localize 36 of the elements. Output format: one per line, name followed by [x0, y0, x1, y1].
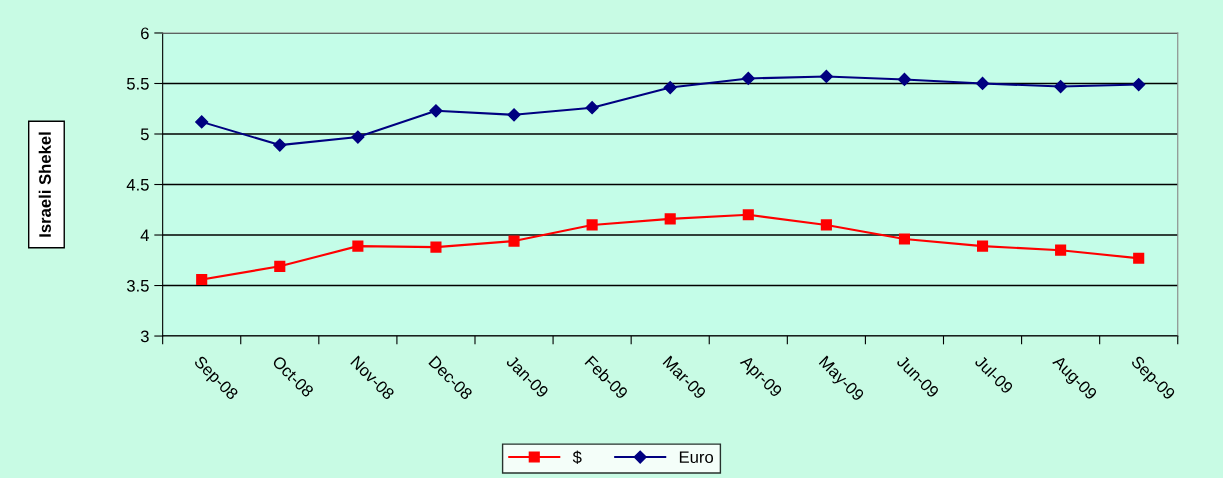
point [819, 69, 833, 84]
point [976, 240, 989, 252]
point [430, 241, 442, 253]
point [1054, 79, 1068, 94]
point [897, 72, 912, 87]
point [1055, 244, 1067, 256]
point [508, 235, 520, 247]
point [663, 80, 677, 95]
point [273, 138, 287, 152]
y-tick-label: 3.5 [126, 279, 149, 292]
y-tick-label: 4 [140, 229, 149, 242]
point [351, 130, 365, 144]
point [820, 219, 832, 231]
point [975, 76, 990, 91]
point [742, 209, 754, 221]
y-tick-label: 3 [140, 330, 149, 343]
point [585, 101, 599, 115]
point [586, 219, 598, 231]
legend-label: Euro [679, 451, 714, 464]
point [741, 71, 755, 86]
y-axis-title: Israeli Shekel [38, 132, 51, 237]
y-tick-label: 5.5 [126, 78, 149, 90]
point [352, 240, 364, 252]
point [1132, 77, 1146, 92]
point [429, 104, 443, 118]
point [196, 273, 208, 286]
legend-label: $ [572, 450, 582, 465]
point [1133, 252, 1145, 264]
y-tick-label: 5 [140, 128, 149, 141]
y-tick-label: 6 [141, 27, 149, 40]
point [274, 260, 286, 272]
point [898, 233, 911, 245]
point [664, 213, 676, 225]
point [507, 108, 521, 122]
y-tick-label: 4.5 [126, 179, 149, 191]
point [195, 115, 209, 129]
